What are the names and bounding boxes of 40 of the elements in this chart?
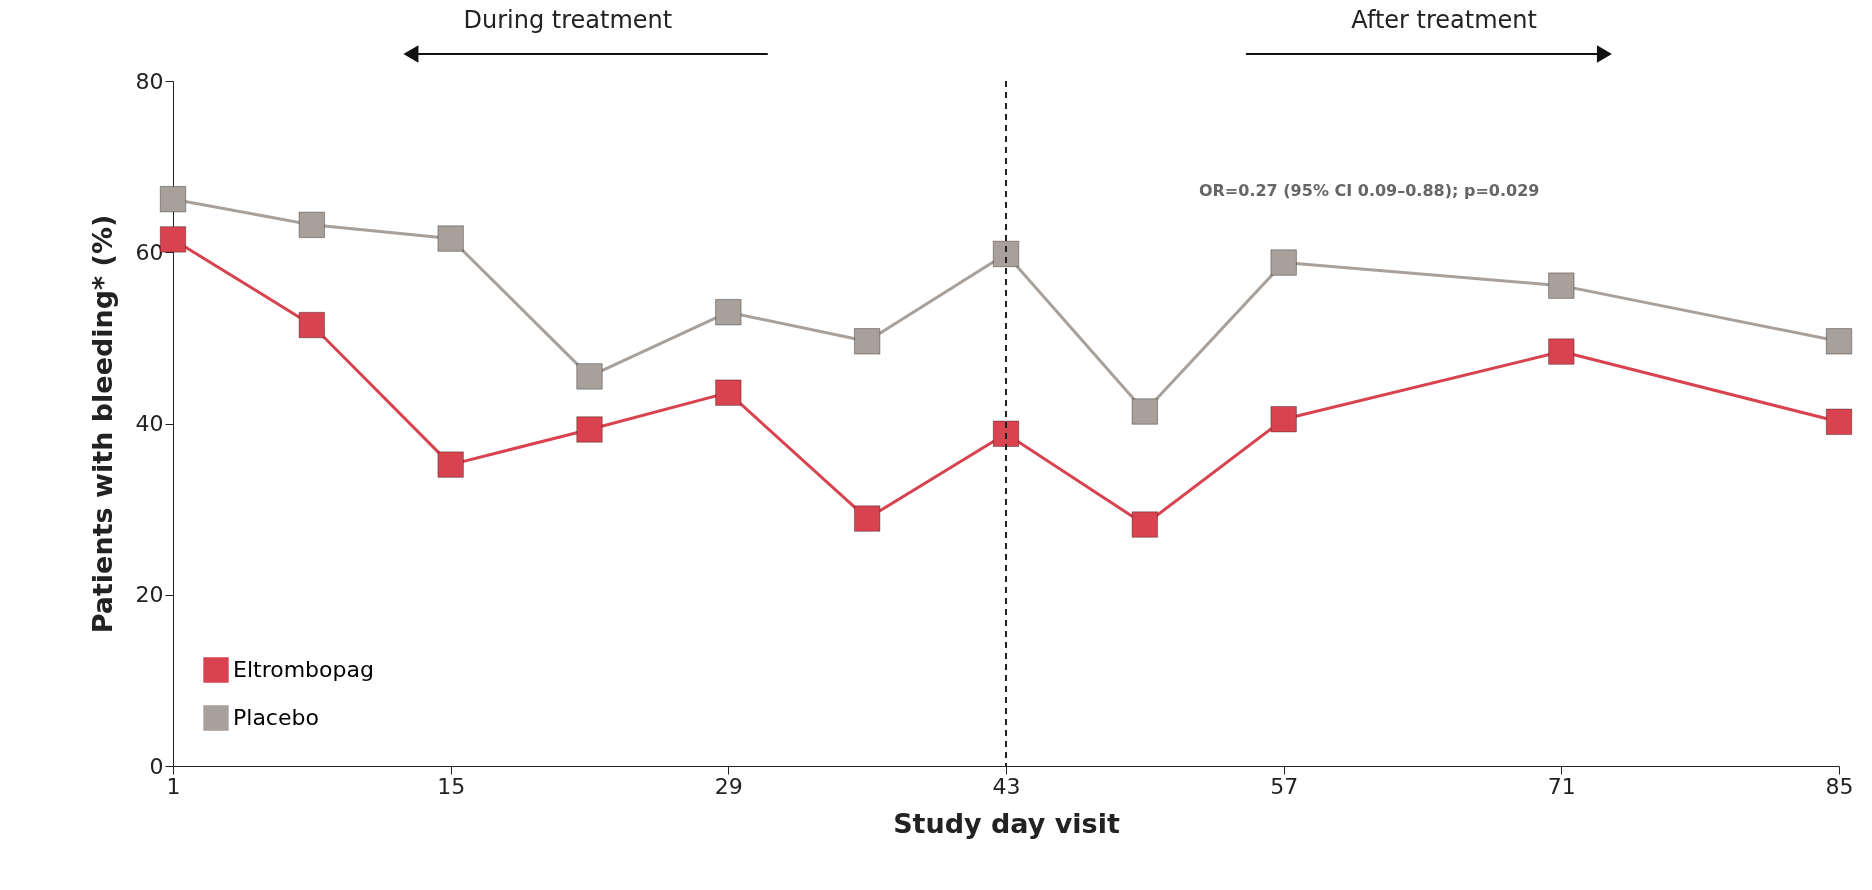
point [1131, 511, 1159, 538]
point [1825, 328, 1853, 355]
y-tick-label: 40 [135, 411, 164, 436]
text: During treatment [463, 6, 673, 34]
x-tick-label: 71 [1547, 773, 1576, 799]
point [437, 225, 464, 252]
y-axis-title: Patients with bleeding* (%) [86, 214, 118, 634]
point [715, 298, 742, 326]
legend-label: Eltrombopag [233, 657, 374, 682]
point [298, 211, 326, 239]
x-tick-label: 85 [1825, 773, 1854, 799]
point [1825, 408, 1853, 436]
x-tick-label: 57 [1270, 773, 1299, 799]
point [853, 328, 881, 355]
x-axis-title: Study day visit [893, 807, 1120, 839]
y-tick-label: 60 [135, 239, 164, 265]
point [853, 505, 881, 532]
x-tick-label: 1 [166, 773, 181, 799]
y-tick-label: 20 [135, 582, 164, 608]
annotation: OR=0.27 (95% CI 0.09–0.88); p=0.029 [1198, 181, 1540, 200]
point [1548, 272, 1575, 299]
text: After treatment [1351, 6, 1537, 34]
point [715, 379, 742, 406]
point [1270, 405, 1297, 433]
point [298, 311, 326, 339]
x-tick-label: 43 [992, 773, 1021, 799]
y-tick-label: 0 [149, 753, 164, 779]
x-tick-label: 15 [437, 773, 466, 799]
point [1270, 249, 1297, 276]
x-tick-label: 29 [714, 773, 743, 799]
point [159, 185, 187, 213]
point [992, 240, 1020, 268]
point [1548, 338, 1575, 365]
point [1131, 398, 1159, 425]
point [437, 451, 464, 478]
y-tick-label: 80 [135, 68, 164, 94]
point [992, 420, 1020, 448]
legend-label: Placebo [233, 705, 319, 730]
point [576, 363, 603, 390]
point [576, 416, 603, 443]
